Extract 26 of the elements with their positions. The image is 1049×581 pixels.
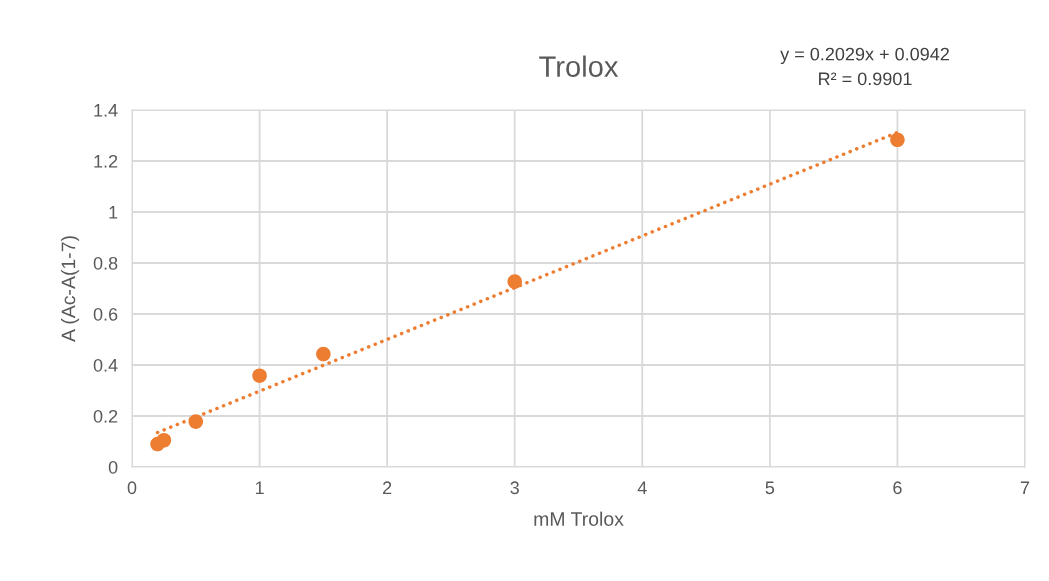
y-axis-title: A (Ac-A(1-7)	[61, 236, 80, 342]
point	[316, 346, 331, 362]
y-tick-label: 0.8	[93, 256, 118, 270]
x-tick-label: 5	[765, 481, 775, 495]
x-tick-label: 4	[637, 481, 647, 494]
x-tick-label: 1	[255, 481, 264, 494]
y-tick-label: 0	[108, 460, 118, 474]
x-tick-label: 3	[510, 481, 519, 495]
point	[252, 368, 267, 383]
point	[156, 432, 172, 448]
chart-title: Trolox	[539, 55, 619, 77]
y-tick-label: 0.4	[93, 358, 118, 372]
x-axis-title: mM Trolox	[534, 511, 624, 526]
x-tick-label: 0	[127, 481, 137, 495]
y-tick-label: 1.4	[94, 104, 118, 117]
y-tick-label: 0.6	[93, 307, 118, 321]
point	[188, 414, 204, 429]
x-tick-label: 6	[893, 481, 902, 495]
y-tick-label: 1.2	[94, 154, 118, 168]
point	[507, 274, 522, 289]
x-tick-label: 7	[1020, 481, 1030, 494]
point	[890, 132, 905, 148]
y-tick-label: 0.2	[93, 409, 118, 423]
text: y = 0.2029x + 0.0942 R² = 0.9901	[780, 47, 949, 86]
y-tick-label: 1	[109, 206, 118, 219]
x-tick-label: 2	[383, 481, 392, 494]
